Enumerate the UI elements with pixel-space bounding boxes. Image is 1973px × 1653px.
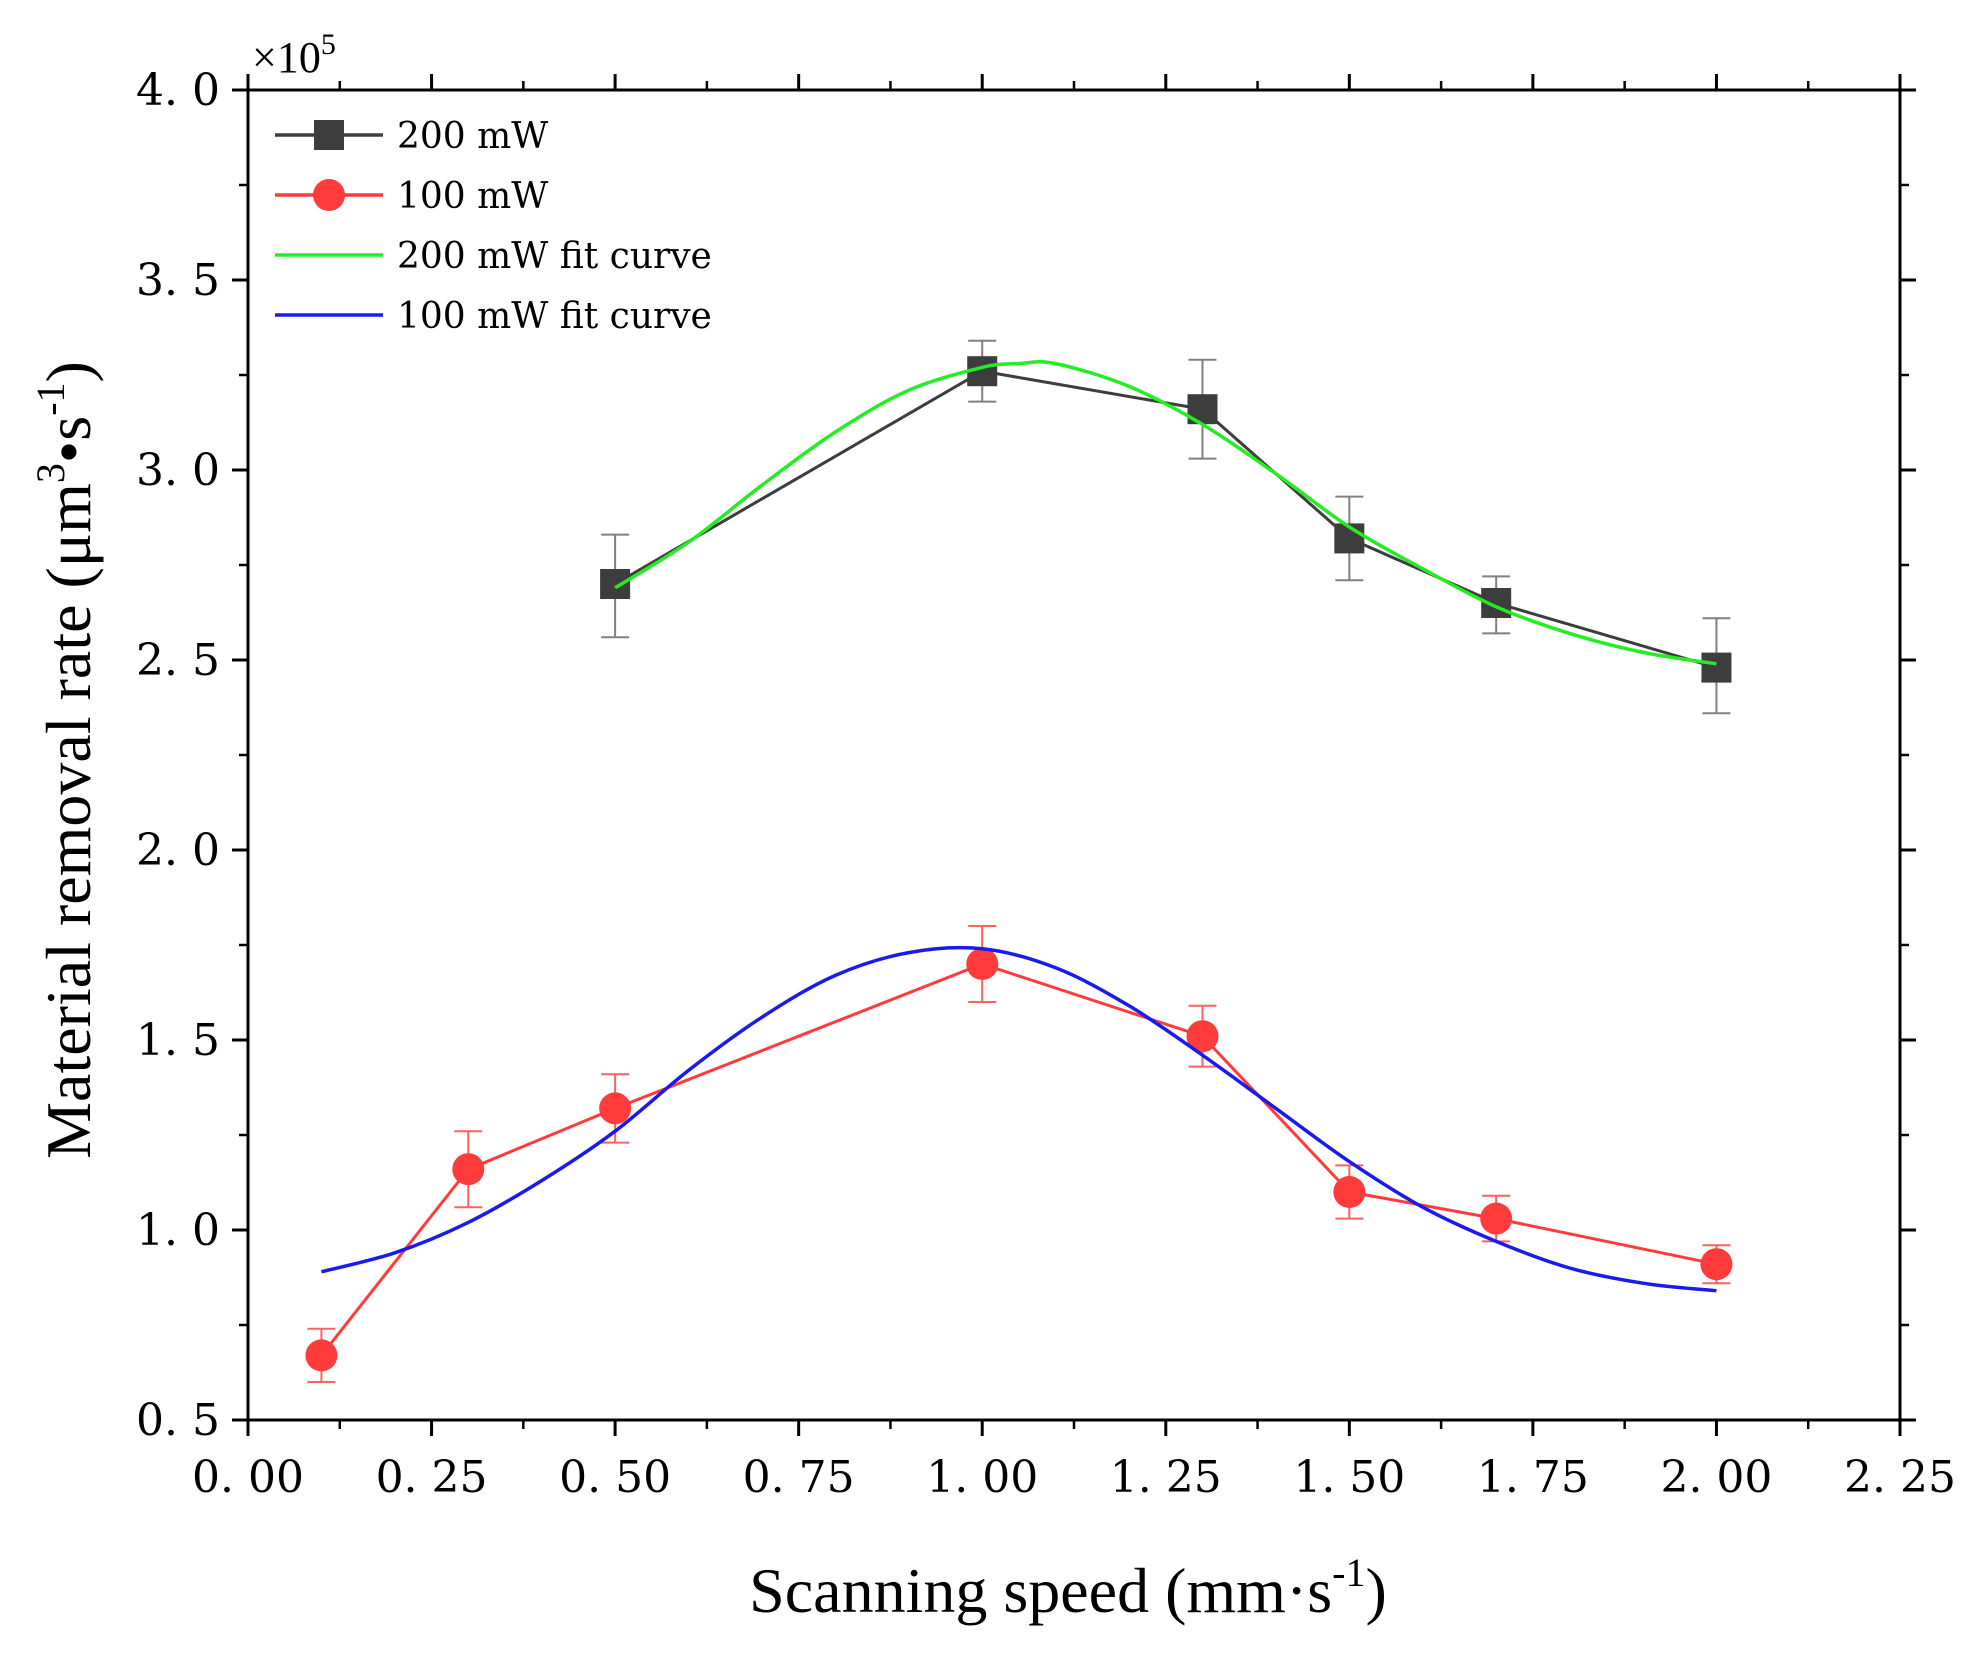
series-line-200-mw bbox=[614, 369, 1717, 670]
legend-label: 200 mW fit curve bbox=[397, 236, 712, 277]
legend-item-200-mw: 200 mW bbox=[275, 116, 548, 157]
series-layer bbox=[305, 339, 1733, 1383]
y-tick-label: 4. 0 bbox=[136, 65, 220, 116]
fit-curve-100-mw-fit-curve bbox=[320, 945, 1717, 1293]
fit-curve-200-mw-fit-curve bbox=[614, 360, 1717, 666]
y-axis-label: Material removal rate (μm3•s-1) bbox=[28, 361, 104, 1159]
legend-item-100-mw: 100 mW bbox=[275, 176, 548, 217]
data-point-square bbox=[1701, 652, 1732, 683]
legend-marker-circle bbox=[313, 179, 345, 211]
x-axis-label: Scanning speed (mm·s-1) bbox=[749, 1550, 1387, 1626]
axis-ticks bbox=[232, 74, 1916, 1436]
x-tick-label: 1. 00 bbox=[926, 1452, 1038, 1503]
data-point-circle bbox=[1186, 1020, 1219, 1053]
legend-label: 100 mW fit curve bbox=[397, 296, 712, 337]
x-tick-label: 2. 00 bbox=[1660, 1452, 1772, 1503]
x-tick-label: 1. 50 bbox=[1293, 1452, 1405, 1503]
y-tick-label: 0. 5 bbox=[136, 1395, 220, 1446]
y-tick-label: 3. 0 bbox=[136, 445, 220, 496]
data-point-circle bbox=[599, 1092, 632, 1125]
data-point-circle bbox=[966, 948, 999, 980]
x-tick-label: 1. 25 bbox=[1110, 1452, 1222, 1503]
legend-label: 100 mW bbox=[397, 176, 548, 217]
y-tick-label: 3. 5 bbox=[136, 255, 220, 306]
data-point-circle bbox=[305, 1339, 338, 1372]
series-200-mw bbox=[600, 339, 1732, 715]
legend-item-200-mw-fit-curve: 200 mW fit curve bbox=[275, 236, 712, 277]
data-point-circle bbox=[1333, 1176, 1366, 1208]
x-tick-label: 0. 00 bbox=[192, 1452, 304, 1503]
data-point-circle bbox=[452, 1153, 485, 1186]
plot-border bbox=[246, 88, 1902, 1422]
x-tick-label: 1. 75 bbox=[1477, 1452, 1589, 1503]
x-tick-label: 0. 50 bbox=[559, 1452, 671, 1503]
legend: 200 mW 100 mW 200 mW fit curve 100 mW fit c… bbox=[275, 116, 712, 337]
legend-marker-square bbox=[314, 120, 344, 150]
data-point-circle bbox=[1700, 1248, 1733, 1281]
series-line-100-mw bbox=[320, 962, 1717, 1357]
x-tick-label: 0. 75 bbox=[743, 1452, 855, 1503]
legend-item-100-mw-fit-curve: 100 mW fit curve bbox=[275, 296, 712, 337]
y-tick-label: 2. 0 bbox=[136, 825, 220, 876]
data-point-circle bbox=[1480, 1202, 1513, 1235]
x-tick-label: 0. 25 bbox=[376, 1452, 488, 1503]
y-tick-label: 2. 5 bbox=[136, 635, 220, 686]
y-tick-label: 1. 0 bbox=[136, 1205, 220, 1256]
series-100-mw bbox=[305, 925, 1733, 1383]
data-point-square bbox=[600, 569, 631, 599]
y-tick-label: 1. 5 bbox=[136, 1015, 220, 1066]
x-tick-label: 2. 25 bbox=[1844, 1452, 1956, 1503]
legend-label: 200 mW bbox=[397, 116, 548, 157]
plot-frame bbox=[246, 88, 1902, 1422]
y-axis-multiplier: ×105 bbox=[252, 28, 336, 82]
axis-tick-labels: 0. 00 0. 25 0. 50 0. 75 1. 00 1. 25 1. 50 1. 75… bbox=[136, 65, 1956, 1503]
